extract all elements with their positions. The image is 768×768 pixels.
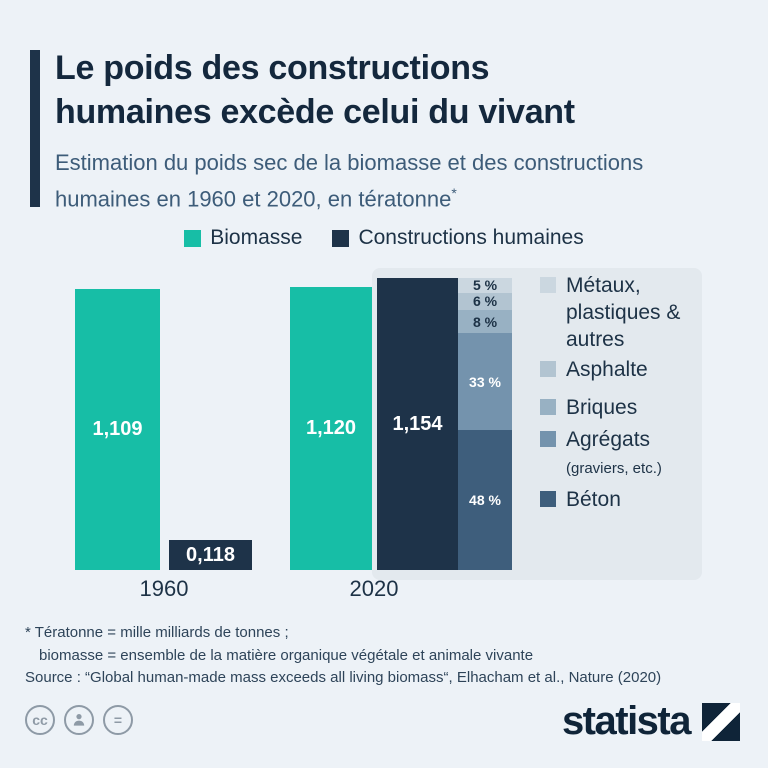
bar-constructions-1960: 0,118 xyxy=(169,540,252,570)
statista-logo: statista xyxy=(562,699,740,744)
breakdown-legend-label-metaux: Métaux, plastiques & autres xyxy=(566,274,681,351)
legend-swatch-metaux xyxy=(540,277,556,293)
legend-item-constructions: Constructions humaines xyxy=(332,226,584,250)
breakdown-segment-5: 48 % xyxy=(458,429,512,570)
breakdown-segment-1: 5 % xyxy=(458,278,512,293)
breakdown-legend-label-asphalte: Asphalte xyxy=(566,358,648,381)
breakdown-legend-sublabel-agregats: (graviers, etc.) xyxy=(566,460,662,477)
license-icons: cc = xyxy=(25,705,133,735)
title-accent-bar xyxy=(30,50,40,207)
axis-label-1960: 1960 xyxy=(139,576,189,601)
attribution-person-icon xyxy=(64,705,94,735)
footnote-line-2: biomasse = ensemble de la matière organi… xyxy=(39,647,534,664)
breakdown-segment-pct: 8 % xyxy=(472,313,498,330)
legend-label-biomasse: Biomasse xyxy=(210,226,303,249)
breakdown-segment-pct: 5 % xyxy=(472,277,498,294)
footnote-line-1: * Tératonne = mille milliards de tonnes … xyxy=(25,624,289,641)
legend-swatch-asphalte xyxy=(540,361,556,377)
legend-label-constructions: Constructions humaines xyxy=(358,226,584,249)
legend-swatch-agregats xyxy=(540,431,556,447)
title-line-2: humaines excède celui du vivant xyxy=(55,93,575,131)
source-line: Source : “Global human-made mass exceeds… xyxy=(25,669,662,686)
page-title: Le poids des constructions humaines excè… xyxy=(55,46,575,134)
subtitle-line-2: humaines en 1960 et 2020, en tératonne* xyxy=(55,185,457,212)
footnote: * Tératonne = mille milliards de tonnes … xyxy=(25,621,533,667)
breakdown-legend-item-metaux: Métaux, plastiques & autres xyxy=(540,272,696,353)
breakdown-segment-pct: 6 % xyxy=(472,293,498,310)
breakdown-segment-pct: 48 % xyxy=(469,491,501,508)
bar-chart: 1,109 0,118 1,120 1,154 5 % 6 % 8 % 33 % 48 … xyxy=(0,268,768,570)
legend-item-biomasse: Biomasse xyxy=(184,226,302,250)
legend-swatch-biomasse xyxy=(184,229,202,247)
subtitle-line-1: Estimation du poids sec de la biomasse e… xyxy=(55,150,644,175)
bar-constructions-2020: 1,154 xyxy=(377,278,458,570)
bar-value-label: 1,154 xyxy=(392,412,443,435)
statista-wordmark: statista xyxy=(561,699,692,743)
title-line-1: Le poids des constructions xyxy=(55,49,490,87)
breakdown-segment-2: 6 % xyxy=(458,292,512,311)
chart-legend: Biomasse Constructions humaines xyxy=(0,226,768,250)
bar-value-label: 1,109 xyxy=(92,418,143,440)
cc-icon: cc xyxy=(25,705,55,735)
axis-label-2020: 2020 xyxy=(349,576,399,601)
bar-value-label: 1,120 xyxy=(305,417,357,439)
breakdown-segment-4: 33 % xyxy=(458,333,512,430)
breakdown-legend-label-beton: Béton xyxy=(566,488,621,511)
equal-icon: = xyxy=(103,705,133,735)
bar-biomasse-1960: 1,109 xyxy=(75,289,160,570)
breakdown-legend-label-agregats: Agrégats (graviers, etc.) xyxy=(566,428,662,477)
breakdown-stack: 5 % 6 % 8 % 33 % 48 % xyxy=(458,278,512,570)
legend-swatch-briques xyxy=(540,399,556,415)
page-subtitle: Estimation du poids sec de la biomasse e… xyxy=(55,148,643,214)
statista-logo-mark-icon xyxy=(702,702,740,741)
breakdown-segment-pct: 33 % xyxy=(469,373,501,390)
breakdown-legend-item-briques: Briques xyxy=(540,394,696,421)
footnote-asterisk: * xyxy=(451,185,457,201)
breakdown-legend-item-agregats: Agrégats (graviers, etc.) xyxy=(540,426,696,482)
breakdown-legend-item-asphalte: Asphalte xyxy=(540,356,696,383)
breakdown-legend-item-beton: Béton xyxy=(540,486,696,513)
legend-swatch-beton xyxy=(540,491,556,507)
breakdown-segment-3: 8 % xyxy=(458,310,512,334)
breakdown-legend-label-briques: Briques xyxy=(566,396,638,419)
bar-biomasse-2020: 1,120 xyxy=(290,287,372,570)
legend-swatch-constructions xyxy=(332,229,350,247)
bar-value-label: 0,118 xyxy=(186,543,235,566)
